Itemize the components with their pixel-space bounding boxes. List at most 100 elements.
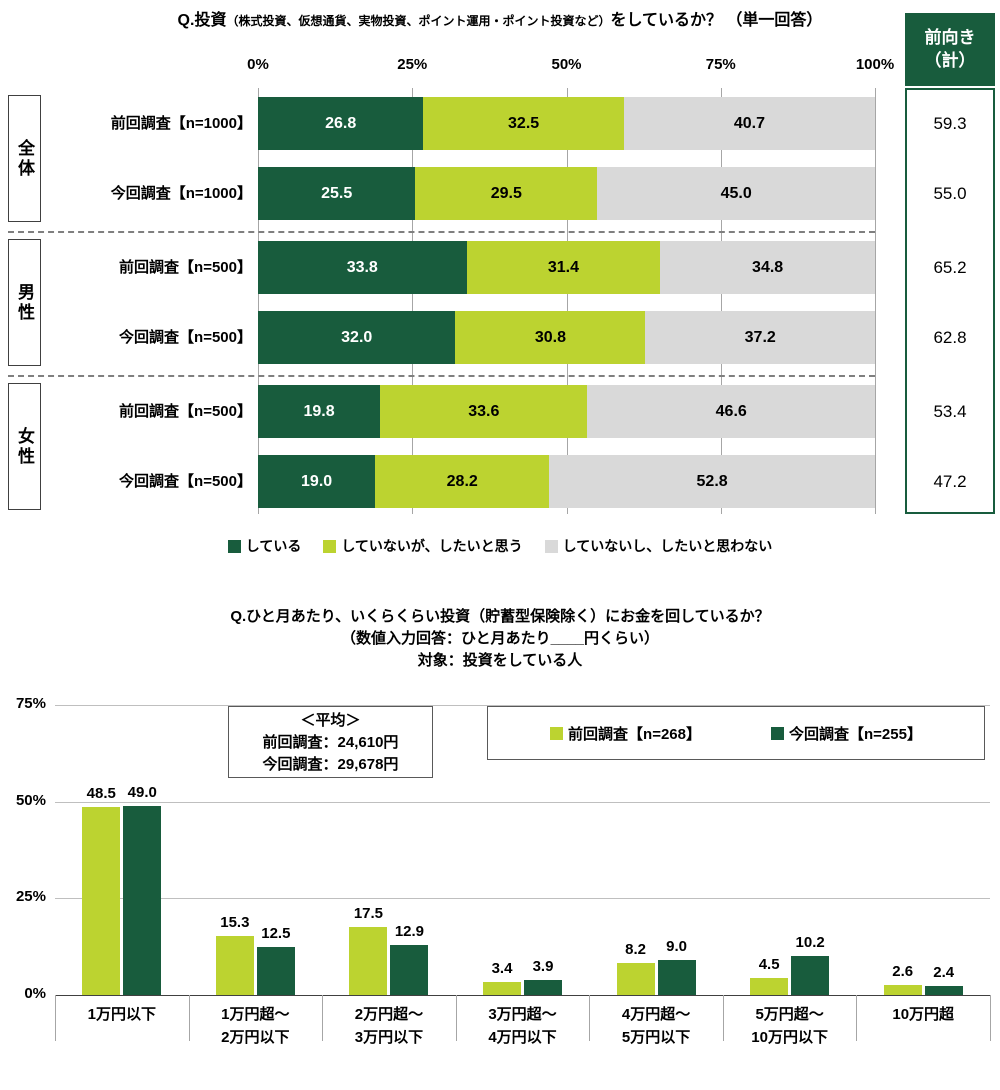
bar (924, 985, 963, 995)
legend-label: していないが、したいと思う (341, 538, 523, 554)
forward-total-value: 55.0 (933, 184, 967, 203)
bar-value-label: 49.0 (127, 783, 157, 801)
bar-segment: 26.8 (258, 97, 424, 150)
category-label: 5万円超〜 10万円以下 (751, 1006, 828, 1046)
x-axis-tick (55, 995, 56, 1041)
x-axis-tick-label: 75% (705, 56, 736, 73)
bar-segment: 32.0 (258, 311, 456, 364)
bar-segment: 19.0 (258, 455, 376, 508)
group-separator-dashed (8, 375, 875, 377)
x-axis-tick (589, 995, 591, 1041)
chart1-title: Q.投資（株式投資、仮想通貨、実物投資、ポイント運用・ポイント投資など）をしてい… (0, 6, 1000, 30)
bar-value-label: 4.5 (758, 955, 780, 973)
bar-value-label: 2.6 (892, 962, 914, 980)
category-label: 10万円超 (892, 1006, 955, 1023)
x-axis-tick-label: 0% (247, 56, 269, 73)
category-label: 1万円以下 (87, 1006, 156, 1023)
x-axis-tick (322, 995, 324, 1041)
bar-segment: 45.0 (597, 167, 875, 220)
chart1-title-tail: をしているか？ （単一回答） (610, 12, 823, 29)
bar-value-label: 9.0 (666, 938, 687, 956)
bar-value-label: 2.4 (933, 963, 955, 981)
forward-total-value: 59.3 (933, 114, 967, 133)
x-axis-tick-label: 100% (855, 56, 895, 73)
bar-value-label: 3.4 (491, 959, 513, 977)
bar-row: 26.8 32.5 40.7 (258, 97, 875, 150)
legend-swatch (544, 539, 558, 553)
bar (883, 984, 922, 995)
average-box: ＜平均＞ 前回調査：24,610円 今回調査：29,678円 (228, 706, 433, 778)
x-axis-tick (856, 995, 858, 1041)
bar (390, 945, 429, 995)
gridline (55, 801, 990, 803)
x-axis-tick (990, 995, 991, 1041)
category-label: 2万円超〜 3万円以下 (354, 1006, 424, 1046)
bar-value-label: 12.5 (261, 924, 291, 942)
chart2-title: Q.ひと月あたり、いくらくらい投資（貯蓄型保険除く）にお金を回しているか？ （数… (0, 606, 1000, 672)
y-axis-tick-label: 25% (15, 888, 46, 906)
bar-value-label: 3.9 (532, 957, 554, 975)
bar-value-label: 10.2 (795, 933, 825, 951)
category-label: 1万円超〜 2万円以下 (221, 1006, 290, 1046)
average-box-title: ＜平均＞ (300, 712, 361, 729)
group-label: 全体 (15, 138, 34, 179)
legend-swatch (323, 539, 337, 553)
forward-total-header-line2: （計） (924, 50, 976, 70)
forward-total-value: 65.2 (933, 258, 967, 277)
chart2-legend: 前回調査【n=268】 今回調査【n=255】 (487, 706, 985, 760)
chart2-title-line3: 対象：投資をしている人 (417, 652, 583, 669)
bar-segment: 28.2 (375, 455, 550, 508)
legend-label: 今回調査【n=255】 (789, 725, 922, 743)
legend-label: している (245, 538, 302, 554)
gridline (55, 705, 990, 706)
bar-value-label: 15.3 (220, 913, 250, 931)
bar-value-label: 17.5 (353, 905, 384, 923)
row-label: 今回調査【n=1000】 (110, 185, 252, 202)
gridline (720, 88, 722, 514)
bar (349, 927, 388, 995)
bar-row: 19.8 33.6 46.6 (258, 385, 875, 438)
forward-total-header: 前向き （計） (905, 13, 995, 86)
bar-segment: 33.8 (258, 241, 467, 294)
chart2-title-line1: Q.ひと月あたり、いくらくらい投資（貯蓄型保険除く）にお金を回しているか？ (230, 608, 770, 625)
forward-total-value: 62.8 (933, 328, 967, 347)
bar-value-label: 12.9 (394, 923, 425, 941)
bar-segment: 33.6 (380, 385, 588, 438)
gridline (258, 88, 259, 514)
bar-segment: 37.2 (645, 311, 875, 364)
bar (616, 963, 655, 995)
gridline (55, 898, 990, 900)
bar (256, 946, 295, 995)
bar (791, 955, 830, 995)
bar-row: 25.5 29.5 45.0 (258, 167, 875, 220)
row-label: 前回調査【n=500】 (119, 403, 252, 420)
bar-segment: 34.8 (660, 241, 875, 294)
bar-segment: 31.4 (466, 241, 661, 294)
legend-swatch (550, 726, 564, 740)
legend-item: 前回調査【n=268】 (550, 723, 701, 744)
legend-item: している (227, 536, 302, 556)
legend-item: 今回調査【n=255】 (771, 723, 922, 744)
group-label-box: 全体 (8, 95, 41, 222)
bar (657, 960, 696, 995)
group-label-box: 男性 (8, 239, 41, 366)
x-axis-tick (455, 995, 457, 1041)
row-label: 前回調査【n=1000】 (110, 115, 252, 132)
y-axis-tick-label: 75% (15, 695, 46, 712)
forward-total-value: 53.4 (933, 402, 967, 421)
x-axis-tick (722, 995, 724, 1041)
bar-segment: 25.5 (258, 167, 416, 220)
legend-label: していないし、したいと思わない (562, 538, 773, 554)
y-axis-tick-label: 50% (15, 791, 46, 809)
forward-total-value: 47.2 (933, 472, 967, 491)
bar-segment: 29.5 (415, 167, 598, 220)
category-label: 4万円超〜 5万円以下 (621, 1006, 691, 1046)
y-axis-tick-label: 0% (24, 985, 46, 1002)
legend-swatch (771, 726, 784, 740)
chart2-title-line2: （数値入力回答：ひと月あたり____円くらい） (341, 630, 659, 647)
group-label: 女性 (15, 426, 34, 467)
bar-segment: 52.8 (549, 455, 875, 508)
bar-row: 19.0 28.2 52.8 (258, 455, 875, 508)
bar-segment: 30.8 (455, 311, 646, 364)
